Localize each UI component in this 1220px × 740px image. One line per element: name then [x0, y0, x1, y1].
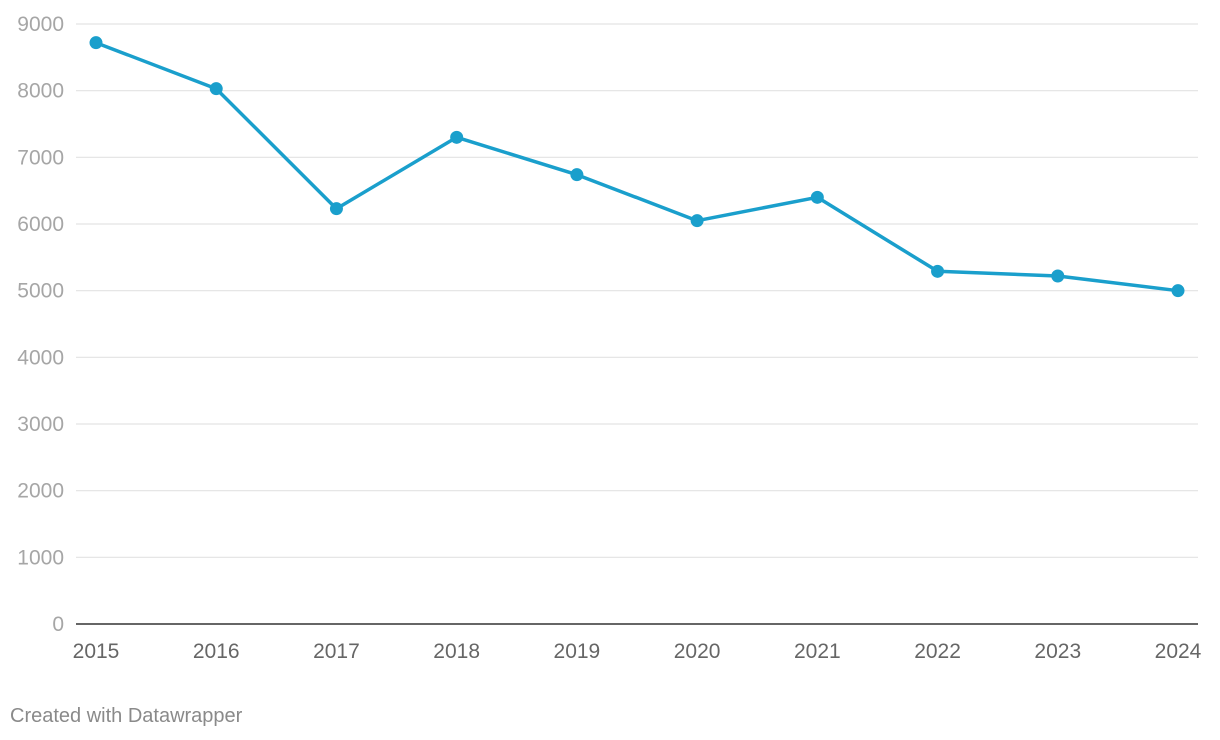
- footer-credit: Created with Datawrapper: [10, 705, 243, 727]
- y-tick-label: 9000: [17, 13, 64, 36]
- y-tick-label: 4000: [17, 346, 64, 369]
- data-point-2022[interactable]: [931, 264, 945, 278]
- data-point-2021[interactable]: [810, 190, 824, 204]
- series-line-1: [94, 40, 1180, 293]
- x-tick-label: 2022: [914, 640, 961, 663]
- data-point-2019[interactable]: [570, 168, 584, 182]
- y-axis-ticks: 0 1000 2000 3000 4000 5000 6000 7000 8000 9000: [17, 13, 64, 636]
- y-tick-label: 0: [52, 613, 64, 636]
- data-point-2023[interactable]: [1051, 269, 1065, 283]
- x-tick-label: 2021: [794, 640, 841, 663]
- x-tick-label: 2019: [554, 640, 601, 663]
- gridlines: [76, 23, 1198, 625]
- x-tick-label: 2023: [1034, 640, 1081, 663]
- data-point-2020[interactable]: [690, 214, 704, 228]
- x-tick-label: 2024: [1155, 640, 1202, 663]
- x-tick-label: 2020: [674, 640, 721, 663]
- x-tick-label: 2015: [73, 640, 120, 663]
- y-tick-label: 7000: [17, 146, 64, 169]
- y-tick-label: 2000: [17, 480, 64, 503]
- data-point-2018[interactable]: [450, 130, 464, 144]
- data-point-2024[interactable]: [1171, 284, 1185, 298]
- x-tick-label: 2016: [193, 640, 240, 663]
- y-tick-label: 8000: [17, 80, 64, 103]
- y-tick-label: 3000: [17, 413, 64, 436]
- data-point-2016[interactable]: [209, 82, 223, 96]
- y-tick-label: 5000: [17, 280, 64, 303]
- x-tick-label: 2017: [313, 640, 360, 663]
- y-tick-label: 6000: [17, 213, 64, 236]
- series-layer: [89, 36, 1185, 298]
- data-point-2015[interactable]: [89, 36, 103, 50]
- y-tick-label: 1000: [17, 546, 64, 569]
- x-axis-ticks: 2015 2016 2017 2018 2019 2020 2021 2022 2023 2024: [73, 640, 1202, 663]
- x-tick-label: 2018: [433, 640, 480, 663]
- data-point-2017[interactable]: [329, 202, 343, 216]
- line-chart: 0 1000 2000 3000 4000 5000 6000 7000 8000 9000 20…: [17, 13, 1202, 663]
